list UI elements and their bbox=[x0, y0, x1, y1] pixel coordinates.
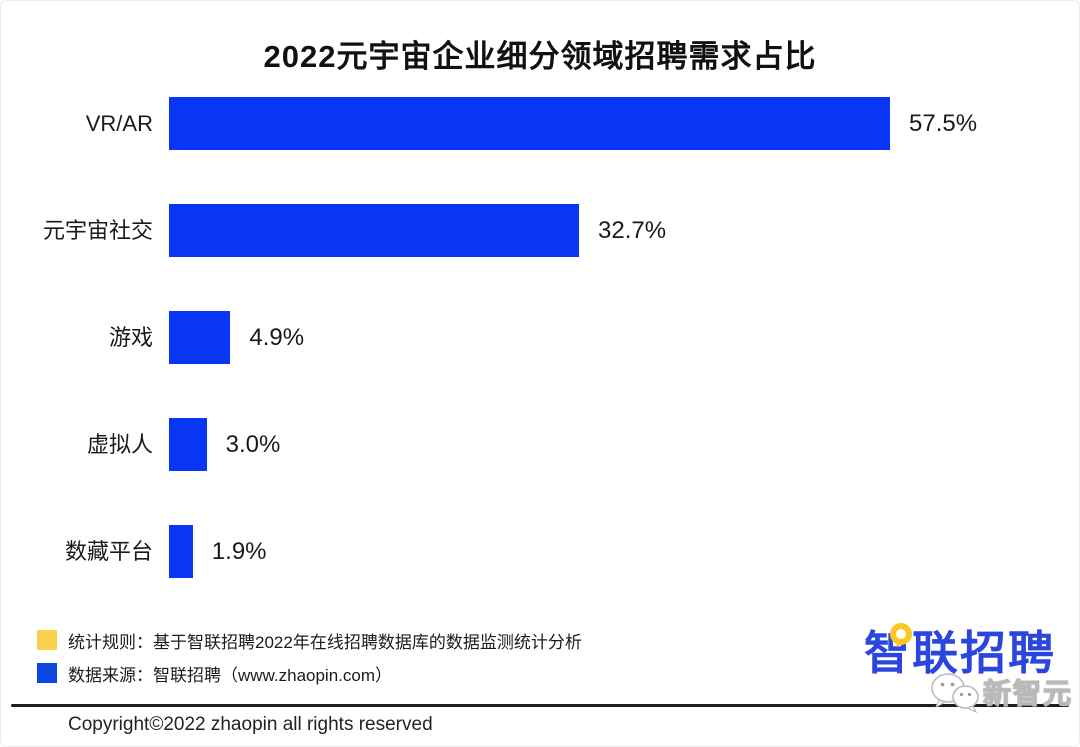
bar-row: 元宇宙社交 32.7% bbox=[1, 204, 1079, 257]
legend-swatch-yellow bbox=[37, 630, 57, 650]
value-label: 57.5% bbox=[909, 110, 978, 137]
value-label: 1.9% bbox=[211, 538, 267, 565]
bar-row: VR/AR 57.5% bbox=[1, 97, 1079, 150]
category-label: 元宇宙社交 bbox=[42, 218, 153, 243]
legend-item-rule: 统计规则：基于智联招聘2022年在线招聘数据库的数据监测统计分析 bbox=[37, 630, 582, 652]
category-label: 虚拟人 bbox=[86, 432, 153, 457]
bar bbox=[169, 97, 890, 150]
category-label: VR/AR bbox=[85, 111, 153, 136]
wechat-icon bbox=[931, 673, 979, 713]
logo-speech-bubble-icon bbox=[890, 623, 912, 645]
divider-line bbox=[11, 704, 1069, 707]
bar-chart: VR/AR 57.5% 元宇宙社交 32.7% 游戏 4.9% 虚拟人 3.0% 数藏平台 1.9… bbox=[1, 1, 1079, 621]
bar bbox=[169, 204, 579, 257]
chart-title: 2022元宇宙企业细分领域招聘需求占比 bbox=[263, 39, 817, 74]
legend-label-rule: 统计规则：基于智联招聘2022年在线招聘数据库的数据监测统计分析 bbox=[68, 632, 582, 652]
category-label: 数藏平台 bbox=[64, 539, 153, 564]
bar-row: 游戏 4.9% bbox=[1, 311, 1079, 364]
bar-row: 虚拟人 3.0% bbox=[1, 418, 1079, 471]
watermark-text: 新智元 bbox=[982, 677, 1073, 709]
legend: 统计规则：基于智联招聘2022年在线招聘数据库的数据监测统计分析 数据来源：智联… bbox=[37, 630, 582, 685]
legend-swatch-blue bbox=[37, 663, 57, 683]
copyright-text: Copyright©2022 zhaopin all rights reserv… bbox=[68, 714, 433, 735]
bar bbox=[169, 418, 207, 471]
zhaopin-logo: 智联招聘 bbox=[864, 621, 1056, 685]
value-label: 32.7% bbox=[598, 217, 667, 244]
watermark: 新智元 bbox=[929, 671, 1073, 713]
bar bbox=[169, 311, 231, 364]
legend-label-source: 数据来源：智联招聘（www.zhaopin.com） bbox=[68, 665, 393, 685]
value-label: 3.0% bbox=[225, 431, 281, 458]
value-label: 4.9% bbox=[249, 324, 305, 351]
bar-row: 数藏平台 1.9% bbox=[1, 525, 1079, 578]
legend-item-source: 数据来源：智联招聘（www.zhaopin.com） bbox=[37, 663, 582, 685]
category-label: 游戏 bbox=[108, 325, 153, 350]
bar bbox=[169, 525, 193, 578]
